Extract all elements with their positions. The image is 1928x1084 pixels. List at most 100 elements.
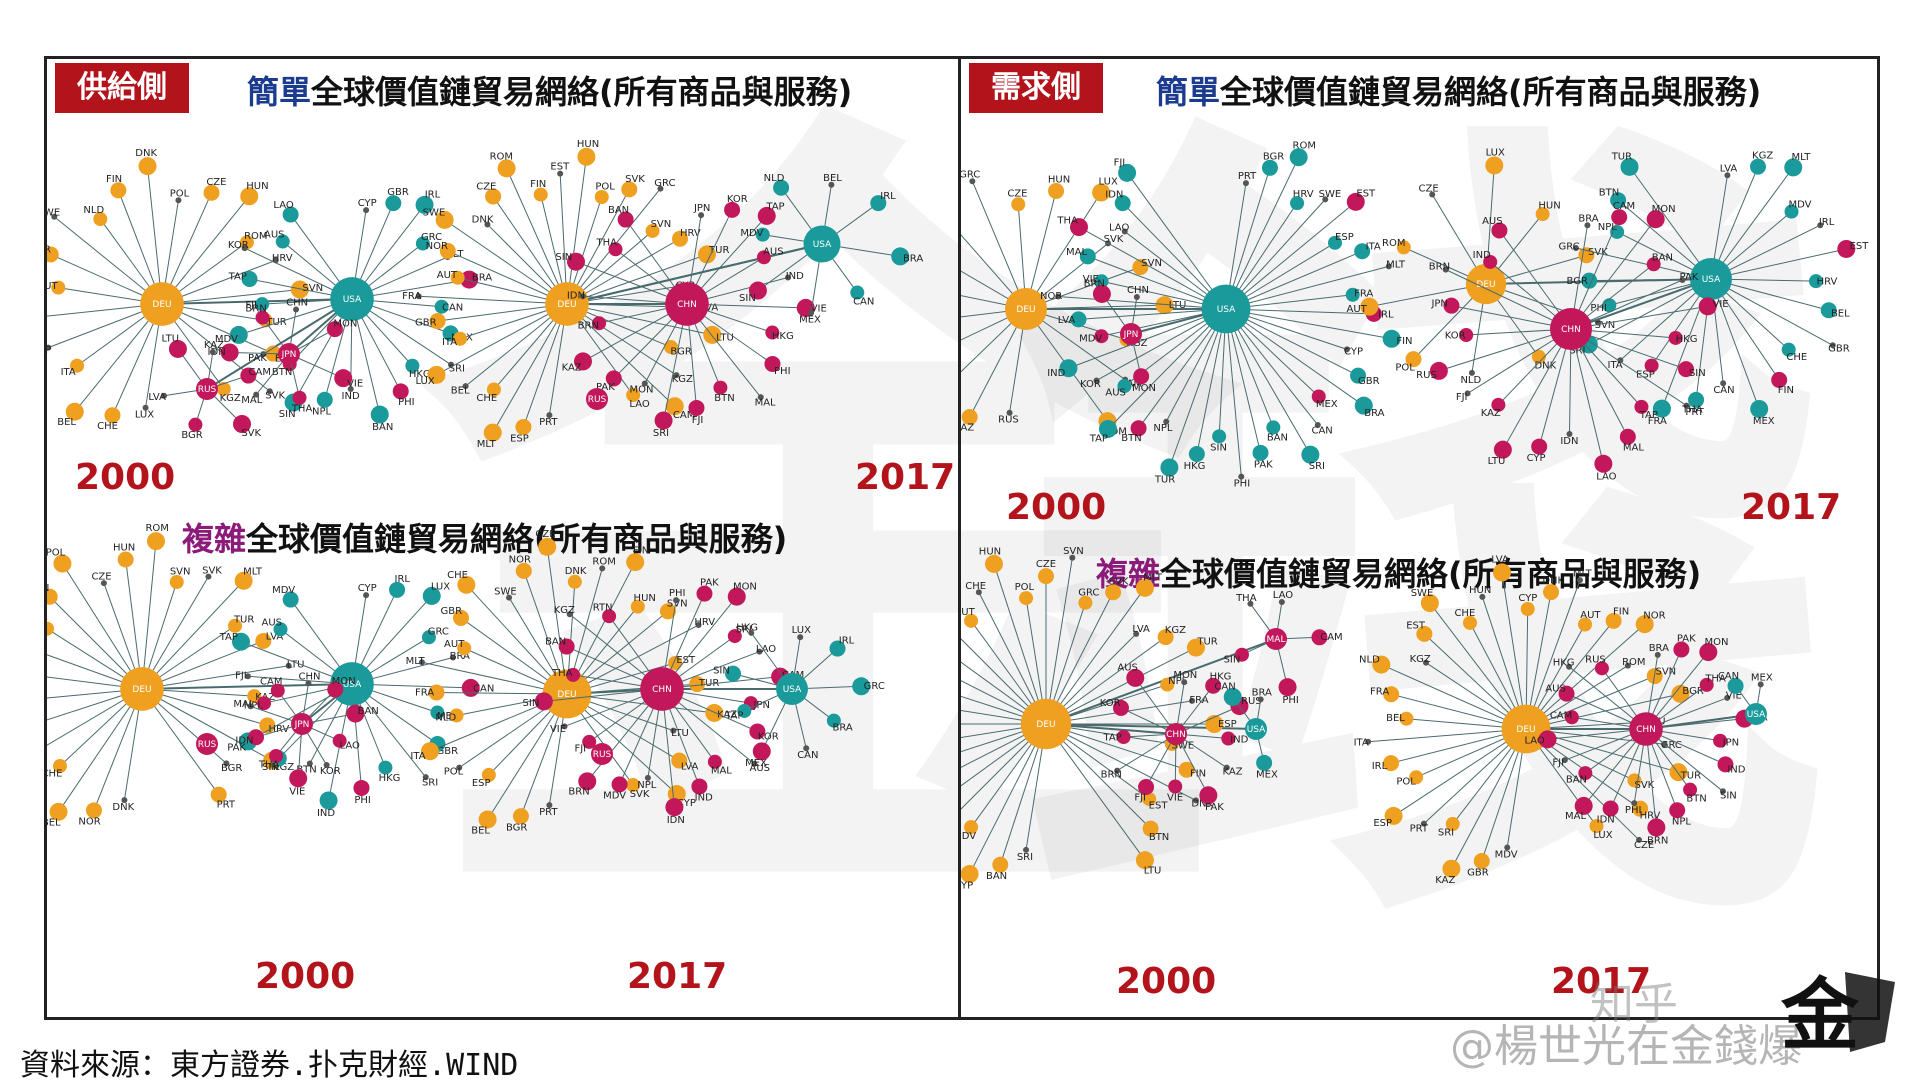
hub-node-CHN <box>1550 308 1592 350</box>
supply-simple-title-text: 全球價值鏈貿易網絡(所有商品與服務) <box>311 73 853 111</box>
node-label-HKG: HKG <box>379 773 401 784</box>
node-label-CHE: CHE <box>1454 608 1475 619</box>
node-label-SVK: SVK <box>241 428 261 439</box>
edge-CHN-MON <box>1570 218 1657 330</box>
node-label-CHE: CHE <box>965 581 986 592</box>
edge-USA-GRC <box>1575 247 1712 280</box>
node-label-MDV: MDV <box>603 790 626 801</box>
supply-complex-2017-network: PRT BGR BEL ESP POL ITA NLD FRA MLT AUT GBR CHE SWE N… <box>406 529 932 894</box>
demand-complex-2000-network: SRIBANCYPMDVNORROMBGRHRVLUXITABELNLDGBRI… <box>961 546 1406 934</box>
node-BRA <box>1654 651 1661 658</box>
node-KGZ <box>1749 158 1766 175</box>
node-label-MEX: MEX <box>437 711 459 722</box>
node-label-IND: IND <box>1727 764 1745 775</box>
node-GBR <box>429 313 446 330</box>
node-MAL <box>253 391 260 398</box>
node-MON <box>727 587 746 606</box>
hub-label-DEU: DEU <box>1016 305 1035 315</box>
supply-simple-2000-network: LUX CHE BEL ITA ESP FRA AUT NOR SWE NLD FIN DNK POL C… <box>47 119 492 449</box>
node-label-LUX: LUX <box>792 625 811 636</box>
hub-label-DEU: DEU <box>132 685 151 695</box>
node-MEX <box>1757 681 1764 688</box>
node-BRA <box>826 713 841 728</box>
node-label-CZE: CZE <box>476 182 496 193</box>
node-label-BAN: BAN <box>1566 775 1587 786</box>
node-label-IND: IND <box>1230 734 1248 745</box>
node-label-THA: THA <box>1056 216 1078 227</box>
node-label-GBR: GBR <box>1358 376 1380 387</box>
node-label-SRI: SRI <box>1017 852 1033 863</box>
node-label-PAK: PAK <box>248 353 267 364</box>
demand-complex-year-2017: 2017 <box>1551 961 1652 1002</box>
hub-node-DEU <box>1005 288 1047 330</box>
node-MLT <box>1135 578 1154 597</box>
node-label-BGR: BGR <box>181 430 202 441</box>
node-label-MON: MON <box>1173 670 1197 681</box>
node-SIN <box>534 692 553 711</box>
node-DNK <box>1543 584 1560 601</box>
node-TUR <box>689 676 706 693</box>
node-BTN <box>713 380 728 395</box>
node-CAM <box>665 397 684 416</box>
node-LAO <box>1121 228 1128 235</box>
node-label-NLD: NLD <box>1460 375 1481 386</box>
node-label-RUS: RUS <box>1585 654 1606 665</box>
node-FJI <box>1118 163 1137 182</box>
node-label-IND: IND <box>1473 250 1491 261</box>
node-label-BAN: BAN <box>1267 433 1288 444</box>
supply-side-panel: 供給側 簡單全球價值鏈貿易網絡(所有商品與服務) LUXCHEBELITAESP… <box>47 59 958 1017</box>
node-CAM <box>240 367 257 384</box>
node-TUR <box>1160 458 1179 477</box>
node-label-VIE: VIE <box>811 303 827 314</box>
edge-DEU-HUN <box>993 563 1047 725</box>
node-label-RTN: RTN <box>593 602 613 613</box>
node-label-IND: IND <box>1047 368 1065 379</box>
node-label-MAL: MAL <box>1623 442 1644 453</box>
node-label-FIN: FIN <box>530 179 546 190</box>
node-PAK <box>260 351 267 358</box>
hub-node-RUS <box>591 743 613 765</box>
node-CHN <box>293 306 300 313</box>
node-RUS <box>1594 661 1609 676</box>
node-LAO <box>332 733 347 748</box>
node-label-THA: THA <box>1704 673 1726 684</box>
node-label-ROM: ROM <box>490 151 513 162</box>
node-label-TUR: TUR <box>233 615 254 626</box>
node-label-VIE: VIE <box>1726 690 1742 701</box>
edge-USA-PAK <box>1225 308 1262 453</box>
node-label-BAN: BAN <box>358 706 379 717</box>
node-label-SWE: SWE <box>423 208 446 219</box>
node-NLD <box>1468 369 1475 376</box>
node-BAN <box>346 704 365 723</box>
node-AUT <box>450 270 465 285</box>
hub-node-USA <box>1745 703 1767 725</box>
node-label-BAN: BAN <box>545 637 566 648</box>
node-label-HKG: HKG <box>1553 657 1575 668</box>
node-label-BRA: BRA <box>450 651 470 662</box>
edge-DEU-FRA <box>47 654 143 690</box>
node-IND <box>1059 359 1078 378</box>
node-label-CYP: CYP <box>961 881 973 892</box>
node-MEX <box>752 742 771 761</box>
node-CHN <box>305 680 312 687</box>
node-PRT <box>1242 180 1249 187</box>
node-label-BTN: BTN <box>1149 832 1169 843</box>
node-label-IDN: IDN <box>667 815 685 826</box>
node-BEL <box>828 181 835 188</box>
hub-node-JPN <box>291 713 313 735</box>
node-label-GRC: GRC <box>421 232 442 243</box>
node-SVK <box>626 778 641 793</box>
zhihu-watermark: 知乎 <box>1590 979 1678 1030</box>
supply-simple-year-2000: 2000 <box>75 457 176 498</box>
node-label-GBR: GBR <box>1828 344 1850 355</box>
rc2000-svg: SRIBANCYPMDVNORROMBGRHRVLUXITABELNLDGBRI… <box>961 546 1343 892</box>
node-label-LAO: LAO <box>1596 471 1616 482</box>
edge-DEU-CHE <box>961 295 1027 310</box>
node-label-HUN: HUN <box>1048 174 1070 185</box>
node-label-MON: MON <box>733 582 757 593</box>
node-BRA <box>891 247 910 266</box>
node-LAO <box>1594 454 1613 473</box>
node-DNK <box>567 574 582 589</box>
node-label-BRA: BRA <box>472 272 492 283</box>
node-JPN <box>1443 297 1460 314</box>
